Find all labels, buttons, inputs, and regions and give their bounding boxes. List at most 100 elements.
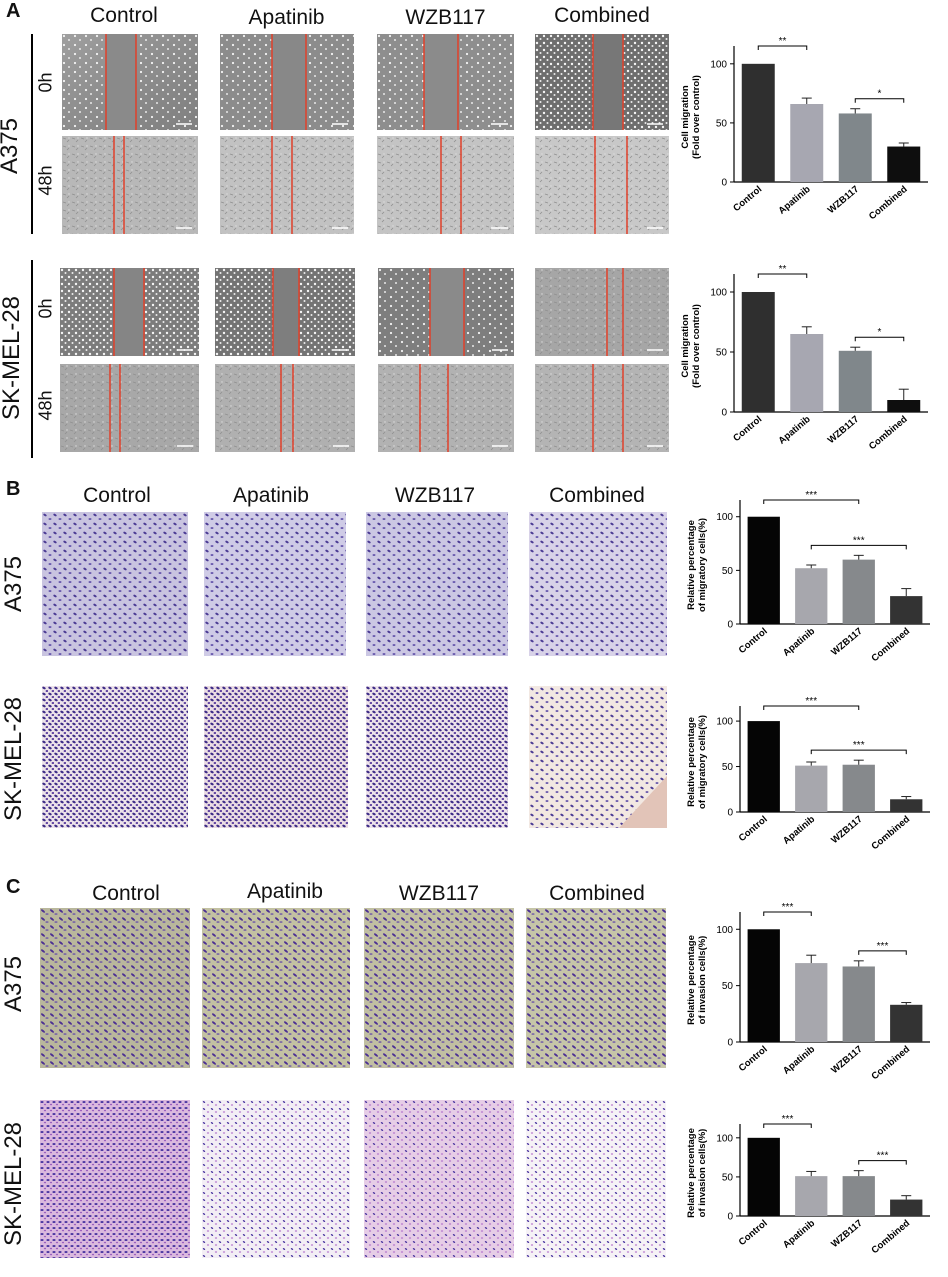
micrograph-c-skmel-wzb117 xyxy=(364,1100,514,1258)
y-tick-label: 50 xyxy=(722,1172,734,1183)
y-tick-label: 50 xyxy=(722,981,734,992)
significance-label: ** xyxy=(779,264,787,275)
micrograph-a-a375-48h-combined xyxy=(535,136,669,234)
panel-a-row-a375: A375 xyxy=(0,117,23,175)
panel-c-row-skmel28: SK-MEL-28 xyxy=(0,1121,27,1247)
panel-c-header-wzb117: WZB117 xyxy=(398,882,480,905)
bar-apatinib xyxy=(795,963,828,1042)
y-tick-label: 0 xyxy=(727,1038,733,1049)
significance-bracket xyxy=(763,911,812,916)
y-axis-label: of invasion cells(%) xyxy=(697,936,708,1025)
x-tick-label: Apatinib xyxy=(776,414,812,447)
significance-label: * xyxy=(878,89,882,100)
chart-c-a375: Relative percentage of invasion cells(%) 0… xyxy=(686,902,930,1082)
panel-c-header-control: Control xyxy=(92,882,160,905)
significance-label: *** xyxy=(782,902,794,913)
x-tick-label: WZB117 xyxy=(826,184,861,216)
significance-label: *** xyxy=(805,696,817,707)
y-tick-label: 100 xyxy=(710,59,727,70)
panel-c-header-combined: Combined xyxy=(549,882,645,905)
panel-a-row-skmel28: SK-MEL-28 xyxy=(0,295,25,421)
bar-wzb117 xyxy=(838,350,872,412)
significance-bracket xyxy=(757,45,808,50)
micrograph-b-a375-control xyxy=(42,512,188,656)
y-tick-label: 0 xyxy=(721,408,727,419)
chart-b-skmel28: Relative percentage of migratory cells(%)… xyxy=(686,696,930,852)
micrograph-b-a375-apatinib xyxy=(204,512,346,656)
y-tick-label: 100 xyxy=(716,925,733,936)
x-tick-label: Apatinib xyxy=(781,814,817,847)
bar-wzb117 xyxy=(842,966,875,1042)
bar-combined xyxy=(890,596,923,624)
micrograph-a-skmel-48h-apatinib xyxy=(215,364,355,452)
panel-a-a375-48h: 48h xyxy=(35,165,56,196)
x-tick-label: Apatinib xyxy=(781,1218,817,1251)
x-tick-label: Control xyxy=(737,1044,770,1074)
y-axis-label: Relative percentage xyxy=(686,935,697,1025)
y-axis-label: of migratory cells(%) xyxy=(697,518,708,612)
micrograph-a-skmel-0h-control xyxy=(60,268,199,356)
bar-apatinib xyxy=(795,568,828,624)
x-tick-label: Control xyxy=(737,1218,770,1248)
y-tick-label: 0 xyxy=(721,178,727,189)
micrograph-b-skmel-apatinib xyxy=(204,686,348,828)
panel-letter-b: B xyxy=(6,478,21,500)
y-axis-label: Cell migration xyxy=(680,85,691,149)
y-axis-label: Relative percentage xyxy=(686,520,697,610)
bar-control xyxy=(741,292,775,412)
micrograph-c-a375-combined xyxy=(526,908,666,1068)
y-tick-label: 100 xyxy=(716,1133,733,1144)
y-axis-label: (Fold over control) xyxy=(691,75,702,159)
micrograph-c-skmel-control xyxy=(40,1100,190,1258)
skmel-bracket-line xyxy=(31,260,33,458)
bar-control xyxy=(747,929,780,1042)
micrograph-a-skmel-48h-control xyxy=(60,364,199,452)
bar-wzb117 xyxy=(842,764,875,812)
significance-label: *** xyxy=(853,740,865,751)
a375-bracket-line xyxy=(31,34,33,234)
y-axis-label: Relative percentage xyxy=(686,1128,697,1218)
micrograph-a-a375-0h-apatinib xyxy=(220,34,354,130)
significance-label: *** xyxy=(877,1151,889,1162)
panel-b-header-apatinib: Apatinib xyxy=(233,484,309,507)
panel-c-row-a375: A375 xyxy=(0,955,27,1013)
chart-a-skmel28: Cell migration (Fold over control) 0 50 100 C… xyxy=(680,264,928,452)
micrograph-a-a375-48h-apatinib xyxy=(220,136,354,234)
x-tick-label: Control xyxy=(731,414,764,444)
y-tick-label: 100 xyxy=(716,512,733,523)
x-tick-label: Combined xyxy=(870,1218,913,1256)
y-tick-label: 0 xyxy=(727,620,733,631)
significance-bracket xyxy=(757,273,808,278)
panel-c-header-apatinib: Apatinib xyxy=(247,880,323,903)
bar-control xyxy=(741,63,775,183)
panel-a-header-apatinib: Apatinib xyxy=(248,6,325,29)
panel-a-header-control: Control xyxy=(90,4,158,27)
panel-a-header-wzb117: WZB117 xyxy=(405,6,486,29)
x-tick-label: WZB117 xyxy=(829,626,864,658)
panel-b-header-combined: Combined xyxy=(549,484,645,507)
chart-a-a375: Cell migration (Fold over control) 0 50 100 C… xyxy=(680,36,928,222)
x-tick-label: Control xyxy=(737,814,770,844)
micrograph-a-a375-0h-combined xyxy=(535,34,669,130)
micrograph-a-skmel-0h-wzb117 xyxy=(378,268,514,356)
panel-b-header-wzb117: WZB117 xyxy=(394,484,476,507)
bar-apatinib xyxy=(790,334,824,412)
micrograph-a-skmel-0h-apatinib xyxy=(215,268,355,356)
chart-c-skmel28: Relative percentage of invasion cells(%) 0… xyxy=(686,1114,930,1256)
significance-bracket xyxy=(858,950,907,955)
micrograph-b-skmel-combined xyxy=(529,686,667,828)
bar-apatinib xyxy=(795,1176,828,1216)
micrograph-b-a375-combined xyxy=(529,512,667,656)
micrograph-c-a375-apatinib xyxy=(202,908,350,1068)
y-tick-label: 0 xyxy=(727,808,733,819)
significance-label: *** xyxy=(853,535,865,546)
significance-bracket xyxy=(763,1123,812,1128)
bar-wzb117 xyxy=(842,559,875,624)
bar-wzb117 xyxy=(842,1176,875,1216)
x-tick-label: Apatinib xyxy=(776,184,812,217)
x-tick-label: Control xyxy=(731,184,764,214)
x-tick-label: Apatinib xyxy=(781,626,817,659)
micrograph-c-skmel-combined xyxy=(526,1100,666,1258)
y-axis-label: (Fold over control) xyxy=(691,304,702,388)
micrograph-c-skmel-apatinib xyxy=(202,1100,350,1258)
